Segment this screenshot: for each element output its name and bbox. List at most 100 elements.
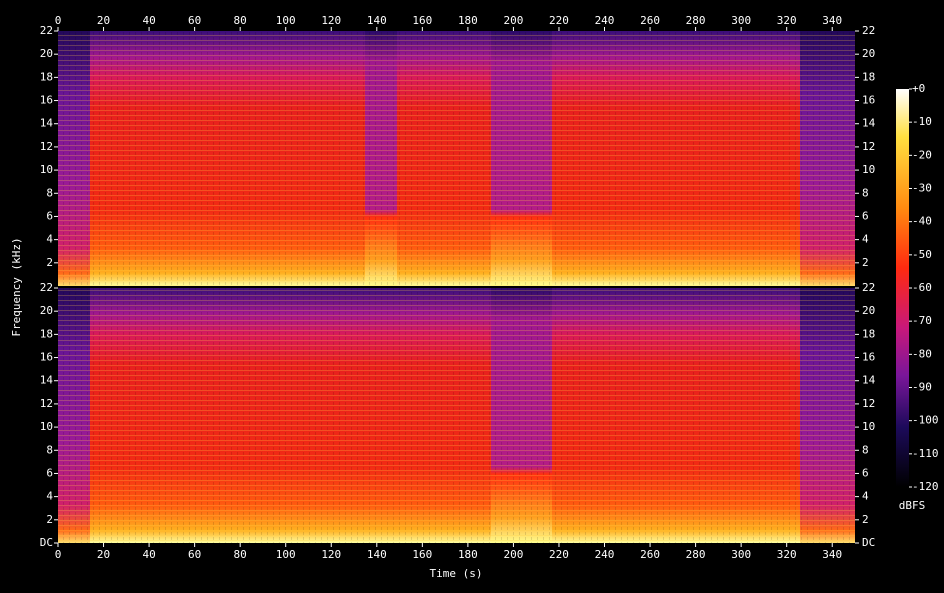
y-tick-label: 6 — [862, 209, 869, 222]
y-tick-label: 18 — [40, 327, 53, 340]
y-tick-label: 4 — [862, 490, 869, 503]
y-tick-label: 14 — [40, 117, 54, 130]
y-tick-label: 8 — [862, 186, 869, 199]
y-tick-label: 22 — [40, 24, 53, 37]
x-tick-label: 220 — [549, 14, 569, 27]
y-tick-label: 10 — [40, 163, 53, 176]
x-tick-label: 0 — [55, 14, 62, 27]
y-tick-label: 16 — [862, 94, 875, 107]
x-tick-label: 120 — [321, 14, 341, 27]
x-tick-label: 240 — [595, 548, 615, 561]
x-tick-label: 80 — [234, 548, 247, 561]
colorbar-tick-label: -10 — [912, 115, 932, 128]
x-tick-label: 160 — [412, 548, 432, 561]
y-tick-label: 18 — [40, 70, 53, 83]
plot-area — [58, 31, 855, 543]
x-tick-label: 320 — [777, 14, 797, 27]
x-tick-label: 320 — [777, 548, 797, 561]
y-tick-label: 12 — [40, 140, 53, 153]
colorbar-tick-label: -70 — [912, 314, 932, 327]
x-tick-label: 120 — [321, 548, 341, 561]
y-tick-label: 8 — [46, 186, 53, 199]
x-tick-label: 300 — [731, 14, 751, 27]
y-tick-label: 16 — [862, 351, 875, 364]
x-tick-label: 100 — [276, 14, 296, 27]
colorbar-tick-label: -20 — [912, 148, 932, 161]
x-tick-label: 200 — [503, 548, 523, 561]
y-tick-label: 10 — [40, 420, 53, 433]
x-tick-label: 220 — [549, 548, 569, 561]
y-axis-label: Frequency (kHz) — [10, 237, 23, 336]
y-tick-label: 10 — [862, 420, 875, 433]
y-tick-label: 8 — [862, 443, 869, 456]
colorbar-tick-label: -60 — [912, 281, 932, 294]
x-tick-label: 180 — [458, 14, 478, 27]
colorbar-label: dBFS — [899, 499, 926, 512]
y-tick-label: 12 — [862, 397, 875, 410]
colorbar-tick-label: +0 — [912, 82, 925, 95]
y-tick-label: 12 — [40, 397, 53, 410]
x-tick-label: 140 — [367, 548, 387, 561]
y-tick-label: 12 — [862, 140, 875, 153]
y-tick-label: 2 — [862, 256, 869, 269]
x-tick-label: 40 — [142, 14, 155, 27]
y-tick-label: 22 — [862, 281, 875, 294]
x-axis-label: Time (s) — [430, 567, 483, 580]
x-tick-label: 40 — [142, 548, 155, 561]
colorbar-tick-label: -110 — [912, 447, 939, 460]
spectrogram-texture — [58, 31, 855, 286]
x-tick-label: 140 — [367, 14, 387, 27]
y-tick-label: 22 — [40, 281, 53, 294]
colorbar — [896, 89, 909, 487]
y-tick-label: 4 — [46, 490, 53, 503]
y-tick-label: 18 — [862, 327, 875, 340]
x-tick-label: 340 — [822, 548, 842, 561]
x-tick-label: 20 — [97, 548, 110, 561]
x-tick-label: 260 — [640, 14, 660, 27]
x-tick-label: 340 — [822, 14, 842, 27]
x-tick-label: 100 — [276, 548, 296, 561]
x-tick-label: 60 — [188, 14, 201, 27]
colorbar-tick-label: -90 — [912, 381, 932, 394]
y-tick-label: 16 — [40, 351, 53, 364]
x-tick-label: 60 — [188, 548, 201, 561]
y-tick-label: 6 — [46, 466, 53, 479]
x-tick-label: 280 — [686, 14, 706, 27]
y-tick-label: DC — [862, 536, 875, 549]
colorbar-tick-label: -80 — [912, 347, 932, 360]
y-tick-label: 16 — [40, 94, 53, 107]
x-tick-label: 240 — [595, 14, 615, 27]
x-tick-label: 20 — [97, 14, 110, 27]
x-tick-label: 280 — [686, 548, 706, 561]
colorbar-tick-label: -100 — [912, 414, 939, 427]
y-tick-label: 2 — [46, 513, 53, 526]
y-tick-label: 4 — [862, 233, 869, 246]
colorbar-tick-label: -50 — [912, 248, 932, 261]
y-tick-label: 6 — [862, 466, 869, 479]
colorbar-tick-label: -40 — [912, 215, 932, 228]
y-tick-label: 20 — [40, 304, 53, 317]
y-tick-label: 4 — [46, 233, 53, 246]
y-tick-label: 20 — [862, 47, 875, 60]
y-tick-label: 20 — [862, 304, 875, 317]
y-tick-label: 2 — [46, 256, 53, 269]
y-tick-label: 18 — [862, 70, 875, 83]
x-tick-label: 160 — [412, 14, 432, 27]
y-tick-label: 20 — [40, 47, 53, 60]
y-tick-label: 14 — [862, 117, 876, 130]
x-tick-label: 0 — [55, 548, 62, 561]
y-tick-label: 6 — [46, 209, 53, 222]
y-tick-label: 2 — [862, 513, 869, 526]
y-tick-label: 22 — [862, 24, 875, 37]
y-tick-label: 10 — [862, 163, 875, 176]
y-tick-label: 14 — [40, 374, 54, 387]
x-tick-label: 260 — [640, 548, 660, 561]
colorbar-tick-label: -30 — [912, 182, 932, 195]
spectrogram-texture — [58, 288, 855, 543]
x-tick-label: 300 — [731, 548, 751, 561]
x-tick-label: 200 — [503, 14, 523, 27]
y-tick-label: 8 — [46, 443, 53, 456]
colorbar-tick-label: -120 — [912, 480, 939, 493]
y-tick-label: DC — [40, 536, 53, 549]
